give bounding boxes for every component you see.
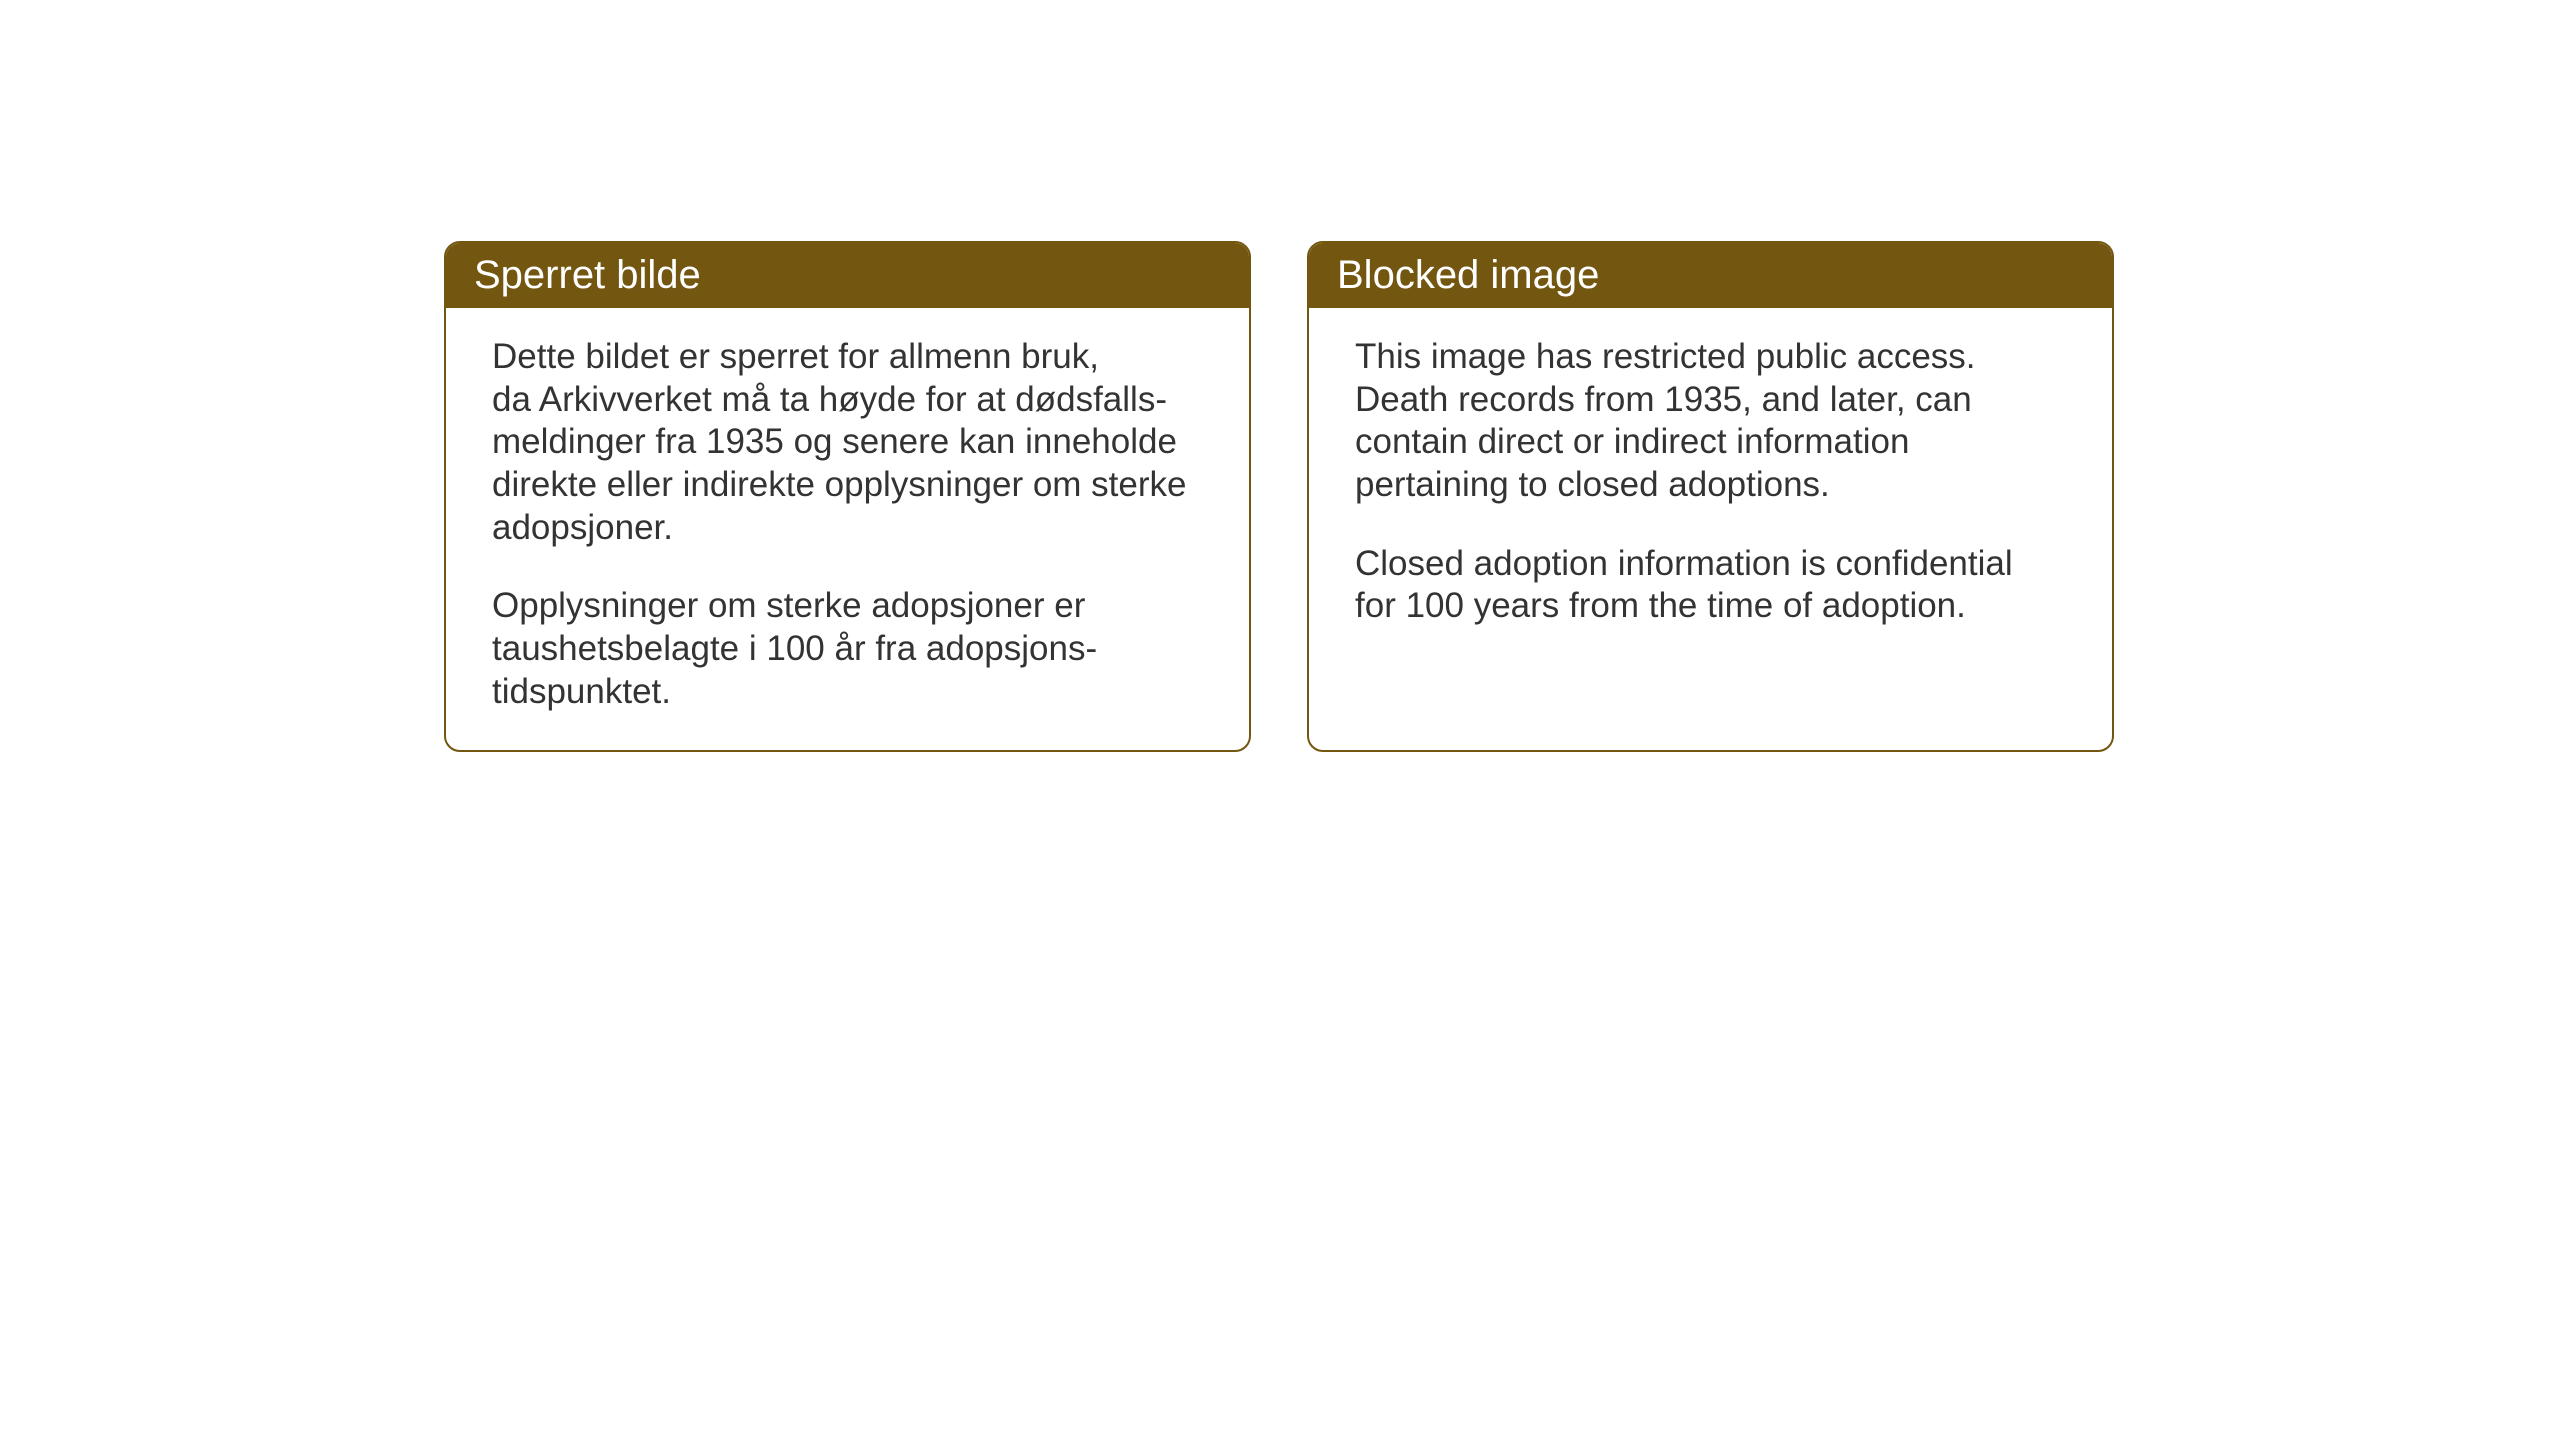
text-line: Death records from 1935, and later, can — [1355, 380, 1972, 419]
card-header-english: Blocked image — [1309, 243, 2112, 308]
text-line: meldinger fra 1935 og senere kan innehol… — [492, 422, 1177, 461]
text-line: This image has restricted public access. — [1355, 337, 1976, 376]
notice-card-english: Blocked image This image has restricted … — [1307, 241, 2114, 752]
text-line: Closed adoption information is confident… — [1355, 544, 2013, 583]
text-line: da Arkivverket må ta høyde for at dødsfa… — [492, 380, 1167, 419]
notice-card-norwegian: Sperret bilde Dette bildet er sperret fo… — [444, 241, 1251, 752]
text-line: adopsjoner. — [492, 508, 673, 547]
text-line: taushetsbelagte i 100 år fra adopsjons- — [492, 629, 1097, 668]
paragraph-1-english: This image has restricted public access.… — [1355, 336, 2066, 507]
text-line: tidspunktet. — [492, 672, 671, 711]
paragraph-1-norwegian: Dette bildet er sperret for allmenn bruk… — [492, 336, 1203, 549]
text-line: Opplysninger om sterke adopsjoner er — [492, 586, 1085, 625]
paragraph-2-norwegian: Opplysninger om sterke adopsjoner er tau… — [492, 585, 1203, 713]
text-line: Dette bildet er sperret for allmenn bruk… — [492, 337, 1099, 376]
notice-container: Sperret bilde Dette bildet er sperret fo… — [444, 241, 2114, 752]
card-header-norwegian: Sperret bilde — [446, 243, 1249, 308]
text-line: contain direct or indirect information — [1355, 422, 1909, 461]
text-line: for 100 years from the time of adoption. — [1355, 586, 1966, 625]
card-body-norwegian: Dette bildet er sperret for allmenn bruk… — [446, 308, 1249, 750]
card-title-norwegian: Sperret bilde — [474, 253, 701, 297]
text-line: pertaining to closed adoptions. — [1355, 465, 1830, 504]
text-line: direkte eller indirekte opplysninger om … — [492, 465, 1187, 504]
card-body-english: This image has restricted public access.… — [1309, 308, 2112, 664]
paragraph-2-english: Closed adoption information is confident… — [1355, 543, 2066, 628]
card-title-english: Blocked image — [1337, 253, 1599, 297]
